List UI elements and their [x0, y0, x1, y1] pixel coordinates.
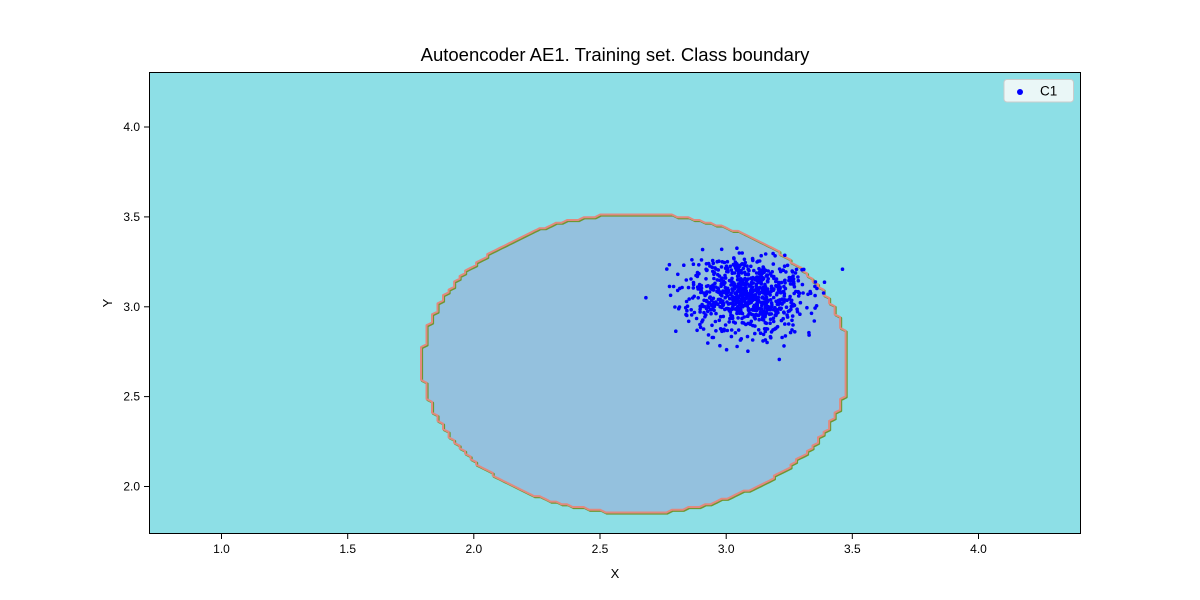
svg-text:Y: Y [100, 298, 115, 307]
svg-text:3.0: 3.0 [123, 300, 140, 314]
svg-text:1.5: 1.5 [339, 542, 356, 556]
svg-text:2.0: 2.0 [465, 542, 482, 556]
svg-text:C1: C1 [1040, 84, 1057, 99]
svg-text:4.0: 4.0 [123, 120, 140, 134]
svg-text:3.0: 3.0 [718, 542, 735, 556]
svg-text:2.5: 2.5 [592, 542, 609, 556]
svg-text:4.0: 4.0 [970, 542, 987, 556]
svg-text:3.5: 3.5 [123, 210, 140, 224]
svg-text:Autoencoder AE1. Training set.: Autoencoder AE1. Training set. Class bou… [421, 44, 810, 65]
svg-text:3.5: 3.5 [844, 542, 861, 556]
svg-text:X: X [611, 566, 620, 581]
svg-text:2.0: 2.0 [123, 480, 140, 494]
svg-text:1.0: 1.0 [213, 542, 230, 556]
svg-text:2.5: 2.5 [123, 390, 140, 404]
